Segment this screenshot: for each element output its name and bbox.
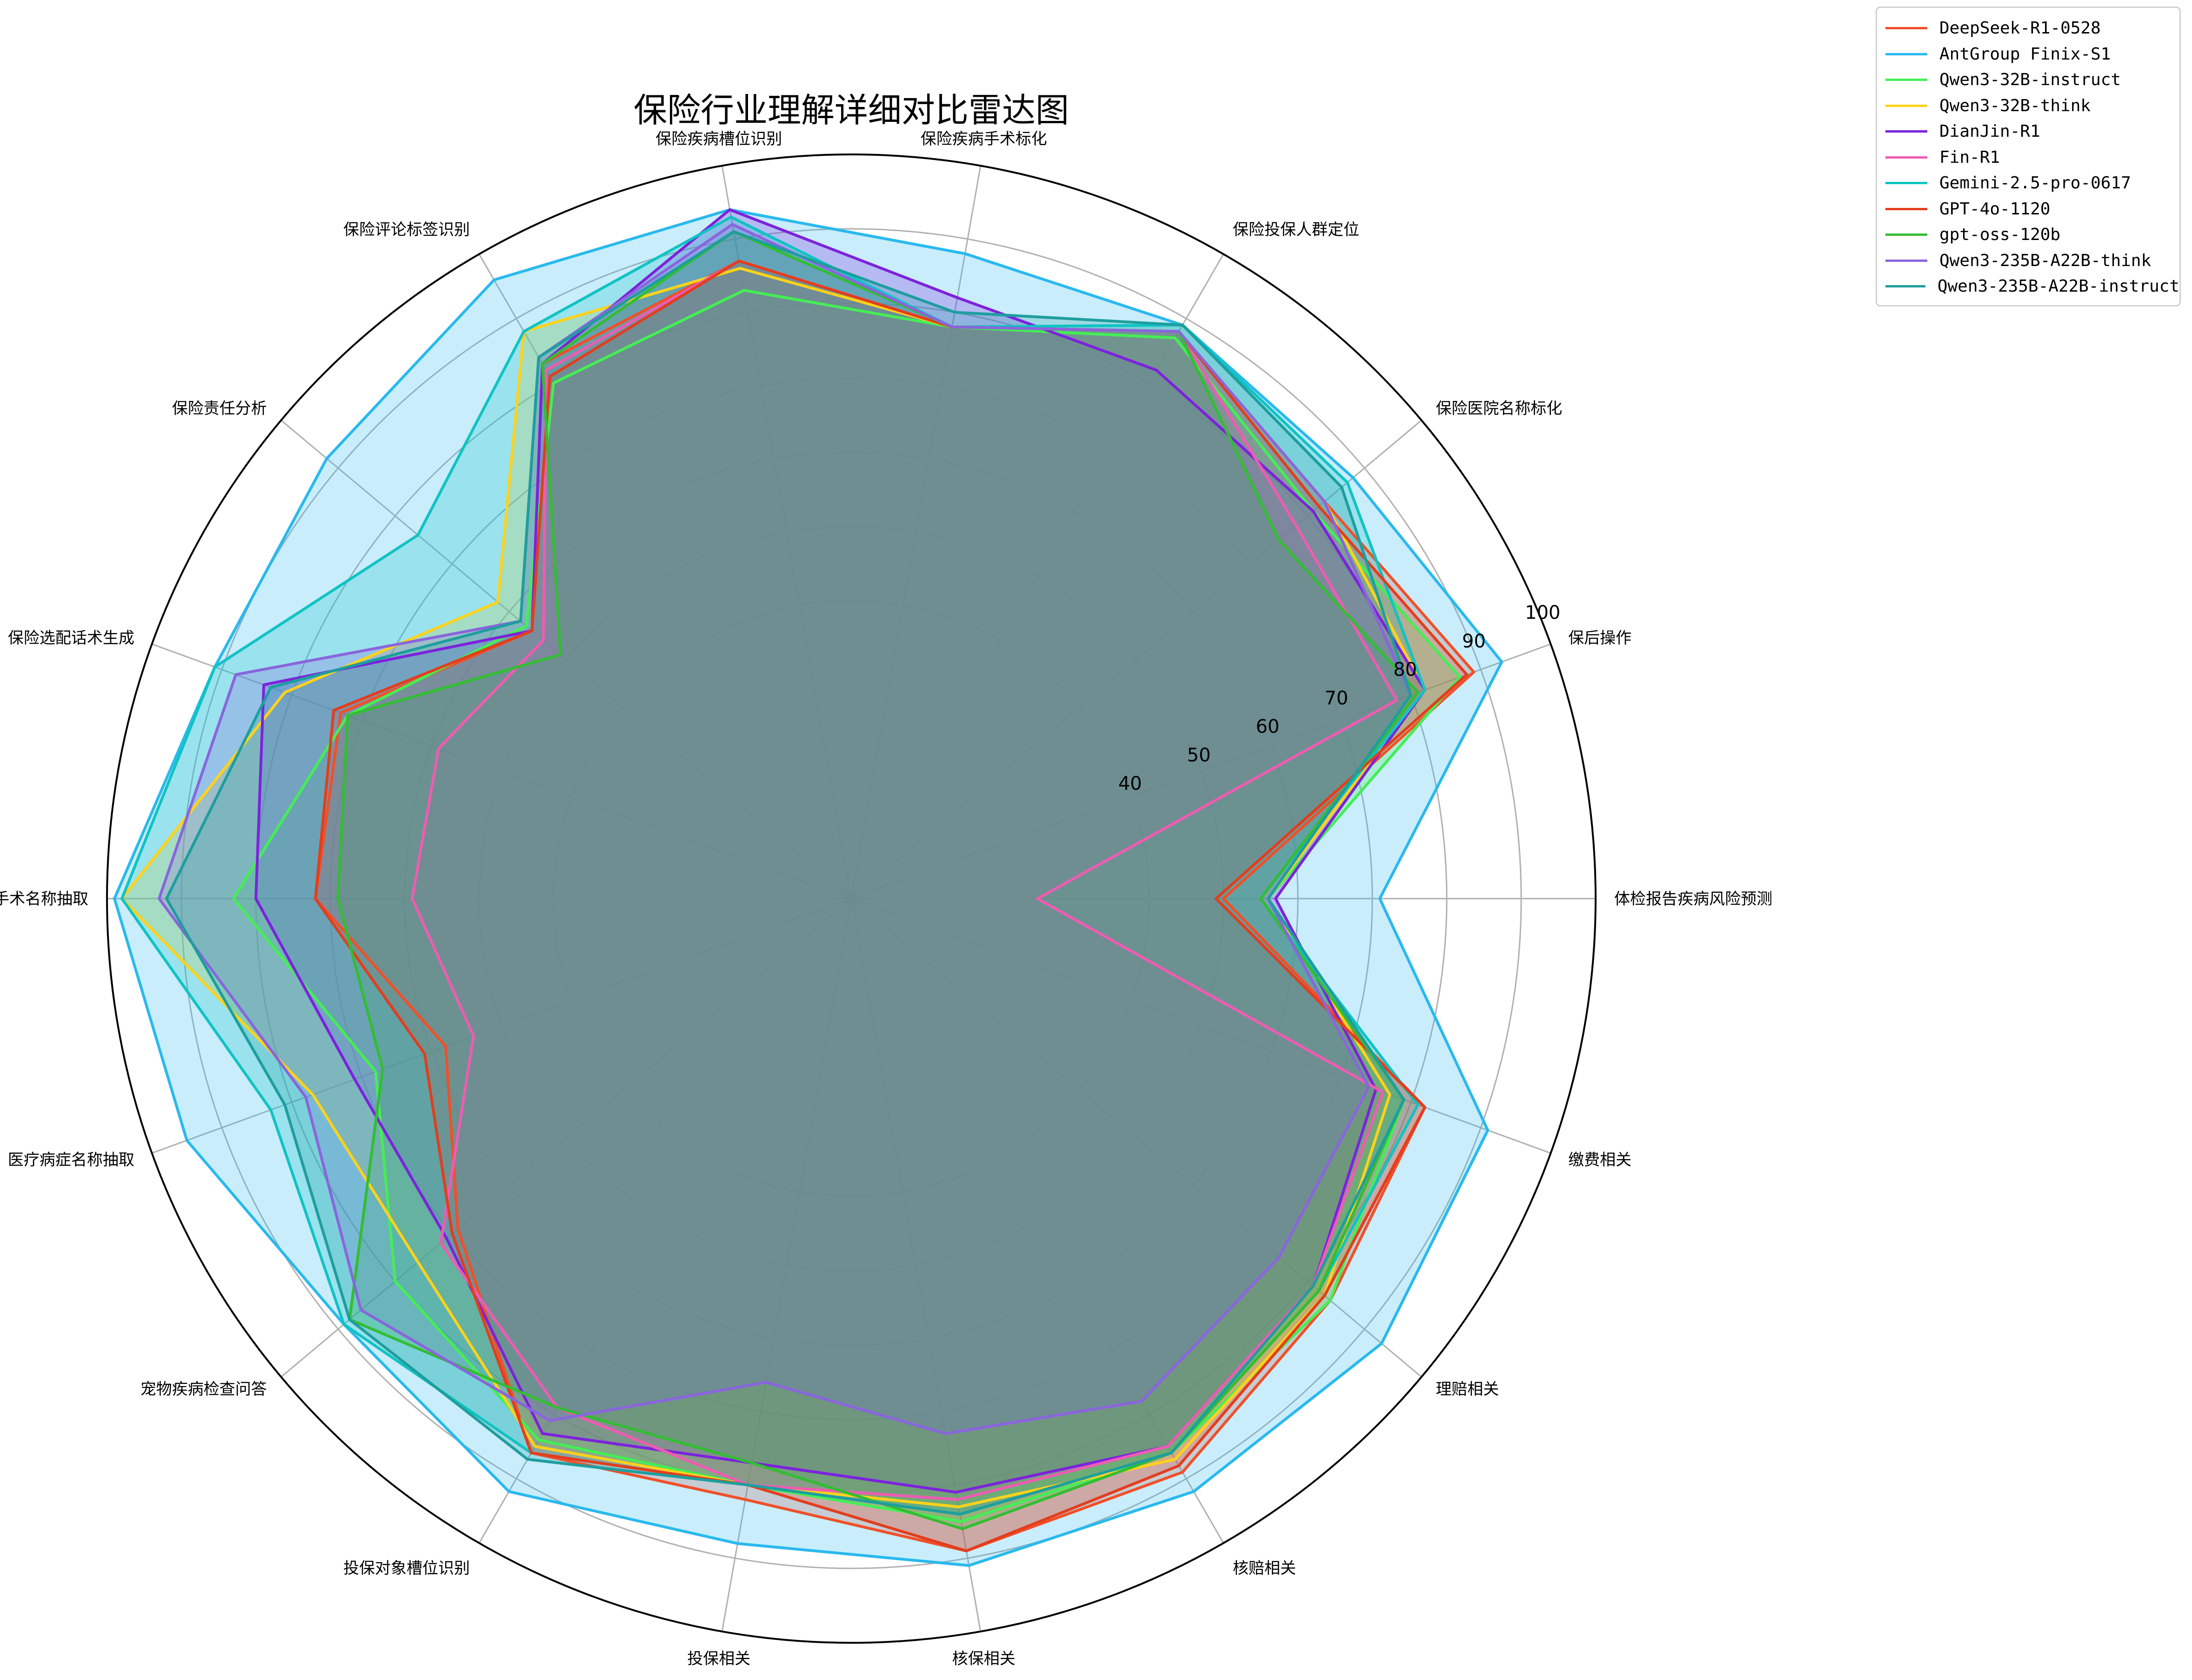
series-line-10	[165, 230, 1412, 1516]
grid-spoke	[151, 643, 852, 900]
legend-swatch	[1885, 285, 1925, 288]
grid-spoke	[851, 643, 1551, 900]
legend-item: GPT-4o-1120	[1877, 196, 2179, 222]
legend-label: Gemini-2.5-pro-0617	[1939, 173, 2131, 193]
legend-swatch	[1885, 53, 1927, 55]
grid-spoke	[851, 420, 1422, 900]
grid-spoke	[851, 898, 1551, 1154]
grid	[106, 153, 1597, 1644]
legend-item: AntGroup Finix-S1	[1877, 41, 2179, 67]
legend-swatch	[1885, 27, 1927, 30]
series-fill-7	[315, 261, 1467, 1551]
axis-label: 投保对象槽位识别	[343, 1559, 470, 1578]
axis-label: 投保相关	[687, 1650, 750, 1668]
axis-label: 核赔相关	[1233, 1559, 1296, 1578]
legend-item: Qwen3-32B-think	[1877, 93, 2179, 119]
grid-spoke	[478, 253, 852, 899]
series-fill-4	[256, 209, 1425, 1493]
radial-tick-label: 60	[1256, 716, 1279, 738]
radial-tick-label: 90	[1462, 631, 1486, 652]
axis-label: 保险疾病手术标化	[921, 130, 1047, 148]
radial-tick-label: 70	[1324, 687, 1348, 709]
legend-swatch	[1885, 207, 1927, 210]
series-fill-10	[167, 232, 1411, 1514]
legend-item: Qwen3-32B-instruct	[1877, 67, 2179, 93]
axis-label: 医疗手术名称抽取	[0, 890, 88, 908]
legend-swatch	[1885, 130, 1927, 133]
grid-spoke	[851, 898, 1422, 1378]
grid-spoke	[850, 898, 1224, 1544]
legend-item: Qwen3-235B-A22B-instruct	[1877, 273, 2179, 300]
outer-frame	[106, 153, 1597, 1644]
legend-swatch	[1885, 104, 1927, 107]
grid-spoke	[151, 898, 852, 1154]
grid-spoke	[721, 898, 852, 1632]
legend-swatch	[1885, 259, 1927, 262]
axis-label: 核保相关	[952, 1650, 1016, 1668]
series-fill-1	[114, 209, 1502, 1566]
legend-item: Qwen3-235B-A22B-think	[1877, 248, 2179, 274]
legend-item: Gemini-2.5-pro-0617	[1877, 170, 2179, 196]
legend-swatch	[1885, 156, 1927, 159]
legend-item: gpt-oss-120b	[1877, 222, 2179, 248]
axis-label: 保险选配话术生成	[8, 629, 134, 647]
legend-label: Qwen3-235B-A22B-think	[1939, 251, 2152, 270]
axis-label: 保险投保人群定位	[1233, 220, 1359, 239]
grid-spoke	[721, 166, 852, 899]
grid-spoke	[850, 166, 982, 899]
legend-label: AntGroup Finix-S1	[1939, 44, 2111, 64]
legend: DeepSeek-R1-0528 AntGroup Finix-S1 Qwen3-3…	[1876, 7, 2181, 307]
legend-item: DianJin-R1	[1877, 119, 2179, 145]
axis-label: 缴费相关	[1568, 1151, 1631, 1169]
legend-label: Qwen3-32B-think	[1939, 96, 2091, 115]
axis-label: 保险医院名称标化	[1436, 400, 1562, 418]
series-fill-8	[338, 232, 1418, 1529]
radial-tick-label: 40	[1118, 773, 1142, 794]
axis-label: 理赔相关	[1436, 1380, 1499, 1399]
axis-label: 宠物疾病检查问答	[140, 1380, 267, 1399]
grid-spoke	[281, 420, 852, 900]
legend-label: Fin-R1	[1939, 147, 2000, 167]
axis-label: 保后操作	[1568, 629, 1631, 647]
series-fill-9	[159, 224, 1411, 1434]
axis-label: 体检报告疾病风险预测	[1614, 890, 1772, 908]
legend-swatch	[1885, 182, 1927, 185]
axis-label: 保险责任分析	[172, 400, 267, 418]
series-fill-6	[122, 217, 1425, 1514]
series-fill-0	[315, 261, 1474, 1551]
radial-tick-label: 50	[1187, 745, 1211, 766]
grid-spoke	[850, 253, 1224, 899]
legend-label: gpt-oss-120b	[1939, 225, 2061, 245]
legend-swatch	[1885, 79, 1927, 81]
axis-label: 保险评论标签识别	[343, 220, 470, 239]
legend-item: Fin-R1	[1877, 145, 2179, 171]
legend-label: Qwen3-235B-A22B-instruct	[1937, 277, 2179, 296]
grid-spoke	[478, 898, 852, 1544]
legend-swatch	[1885, 233, 1927, 236]
legend-label: Qwen3-32B-instruct	[1939, 70, 2121, 90]
grid-spoke	[281, 898, 852, 1378]
legend-label: DianJin-R1	[1939, 122, 2040, 141]
radial-tick-label: 100	[1525, 602, 1560, 624]
chart-title: 保险行业理解详细对比雷达图	[633, 91, 1069, 130]
grid-spoke	[850, 898, 982, 1632]
axis-label: 医疗病症名称抽取	[8, 1151, 134, 1169]
radial-tick-label: 80	[1393, 659, 1417, 680]
legend-label: DeepSeek-R1-0528	[1939, 19, 2101, 38]
legend-item: DeepSeek-R1-0528	[1877, 15, 2179, 41]
series-group	[113, 208, 1504, 1567]
series-fill-2	[234, 290, 1460, 1522]
axis-label: 保险疾病槽位识别	[655, 130, 782, 148]
series-fill-5	[412, 261, 1397, 1500]
legend-label: GPT-4o-1120	[1939, 199, 2051, 219]
series-line-9	[158, 223, 1412, 1435]
